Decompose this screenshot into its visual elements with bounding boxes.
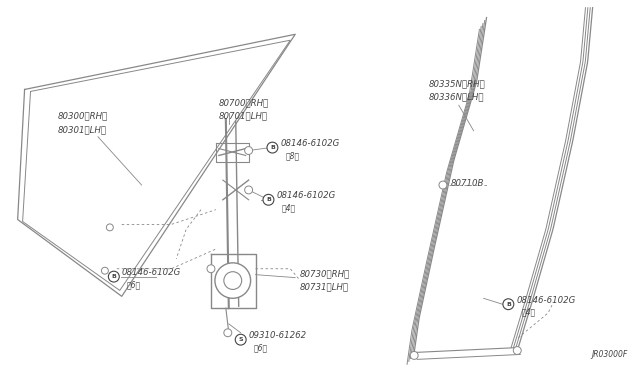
Circle shape (236, 334, 246, 345)
Circle shape (244, 186, 253, 194)
Text: 80700〈RH〉: 80700〈RH〉 (219, 98, 269, 108)
Text: 08146-6102G: 08146-6102G (516, 296, 575, 305)
Text: 80710B: 80710B (451, 179, 484, 187)
Text: 80301〈LH〉: 80301〈LH〉 (58, 125, 106, 134)
Circle shape (410, 352, 418, 359)
Text: S: S (238, 337, 243, 342)
Text: JR03000F: JR03000F (591, 350, 627, 359)
Circle shape (106, 224, 113, 231)
Text: 80701〈LH〉: 80701〈LH〉 (219, 111, 268, 120)
Text: B: B (266, 197, 271, 202)
Circle shape (108, 271, 119, 282)
Text: （4）: （4） (521, 308, 536, 317)
Text: 80731〈LH〉: 80731〈LH〉 (300, 283, 349, 292)
Circle shape (267, 142, 278, 153)
Circle shape (263, 195, 274, 205)
Text: 08146-6102G: 08146-6102G (280, 139, 340, 148)
Circle shape (224, 272, 242, 289)
Text: 08146-6102G: 08146-6102G (276, 191, 335, 201)
Text: （4）: （4） (282, 203, 296, 212)
Text: B: B (270, 145, 275, 150)
Circle shape (215, 263, 251, 298)
Text: （6）: （6） (253, 343, 268, 352)
Text: 80300〈RH〉: 80300〈RH〉 (58, 111, 108, 120)
Circle shape (513, 347, 521, 355)
Circle shape (207, 265, 215, 273)
Text: 08146-6102G: 08146-6102G (122, 268, 181, 277)
Text: B: B (506, 302, 511, 307)
Circle shape (439, 181, 447, 189)
Text: 80336N〈LH〉: 80336N〈LH〉 (429, 92, 484, 102)
Text: 80730〈RH〉: 80730〈RH〉 (300, 270, 351, 279)
Circle shape (224, 329, 232, 337)
Text: （6）: （6） (127, 280, 141, 289)
Circle shape (503, 299, 514, 310)
Circle shape (244, 147, 253, 154)
Text: （8）: （8） (285, 151, 300, 160)
Text: 09310-61262: 09310-61262 (248, 331, 307, 340)
Text: 80335N〈RH〉: 80335N〈RH〉 (429, 80, 486, 89)
Text: B: B (111, 274, 116, 279)
Circle shape (101, 267, 108, 274)
